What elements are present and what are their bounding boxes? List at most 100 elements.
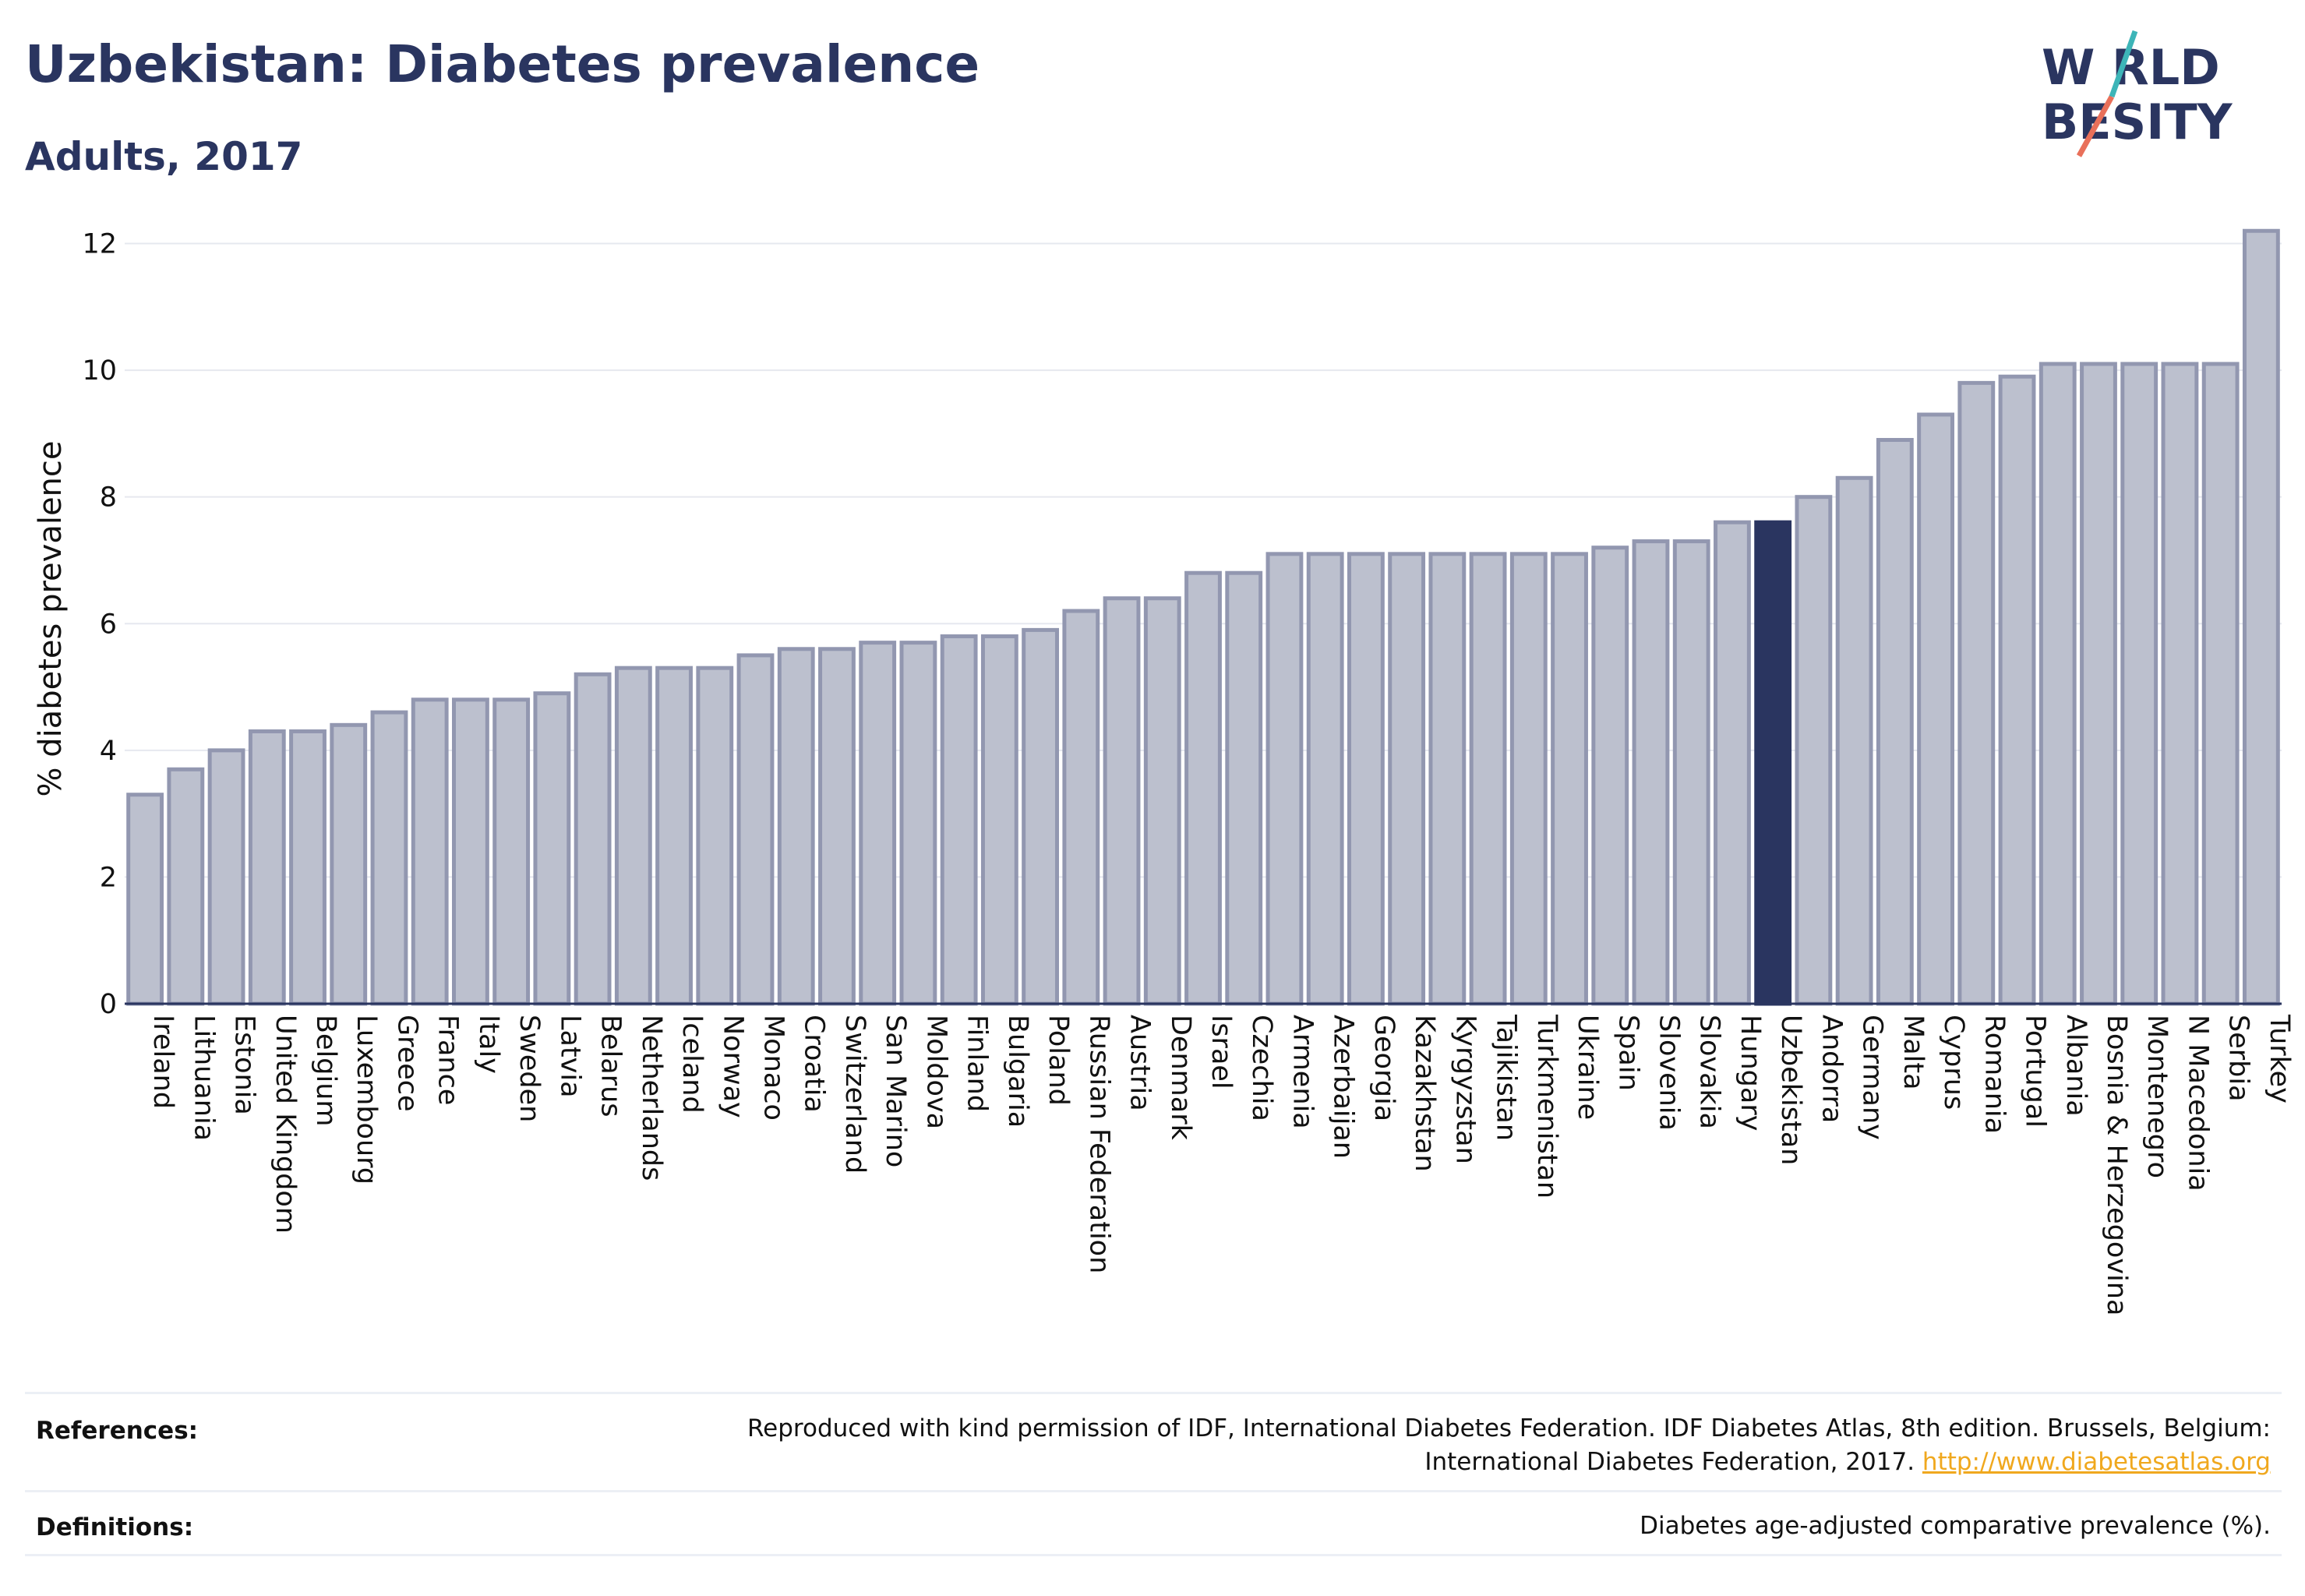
- x-tick-label: Kyrgyzstan: [1449, 1015, 1481, 1164]
- y-tick-label: 2: [100, 862, 117, 893]
- bar-albania: [2038, 362, 2077, 1006]
- x-tick-label: Malta: [1897, 1015, 1929, 1090]
- bar-kazakhstan: [1388, 552, 1426, 1006]
- x-tick-label: Moldova: [920, 1015, 951, 1129]
- bar-france: [411, 697, 449, 1006]
- bar-ukraine: [1551, 552, 1588, 1006]
- bar-georgia: [1347, 552, 1385, 1006]
- bar-poland: [1022, 627, 1060, 1006]
- x-tick-label: Austria: [1124, 1015, 1156, 1111]
- bar-bulgaria: [980, 634, 1018, 1006]
- bar-russian-federation: [1062, 609, 1100, 1006]
- bar-azerbaijan: [1306, 552, 1344, 1006]
- x-tick-label: Poland: [1043, 1015, 1074, 1106]
- x-tick-label: Norway: [717, 1015, 748, 1118]
- y-tick-label: 6: [100, 609, 117, 640]
- bar-norway: [696, 666, 734, 1006]
- x-tick-label: Netherlands: [636, 1015, 667, 1181]
- references-line-2-text: International Diabetes Federation, 2017.: [1424, 1448, 1915, 1476]
- x-tick-label: Sweden: [514, 1015, 545, 1122]
- definitions-text: Diabetes age-adjusted comparative preval…: [1640, 1512, 2271, 1540]
- x-tick-label: Switzerland: [839, 1015, 870, 1174]
- references-link[interactable]: http://www.diabetesatlas.org: [1922, 1448, 2271, 1476]
- x-tick-label: Estonia: [229, 1015, 260, 1115]
- x-tick-label: Cyprus: [1938, 1015, 1969, 1110]
- bar-hungary: [1714, 520, 1751, 1006]
- bar-united-kingdom: [248, 729, 286, 1006]
- bar-chart: 0 2 4 6 8 10 12 % diabetes prevalence Ireland Lit…: [33, 228, 2295, 1316]
- bar-sweden: [492, 697, 531, 1006]
- bar-luxembourg: [330, 722, 368, 1006]
- logo-slash-coral: [2076, 95, 2115, 157]
- bar-monaco: [736, 653, 775, 1006]
- x-tick-label: Kazakhstan: [1409, 1015, 1440, 1172]
- y-tick-label: 8: [100, 482, 117, 514]
- x-tick-label: Montenegro: [2141, 1015, 2173, 1178]
- x-tick-label: Monaco: [758, 1015, 789, 1121]
- x-tick-label: Bosnia & Herzegovina: [2101, 1015, 2132, 1315]
- bar-slovakia: [1672, 539, 1710, 1006]
- x-tick-label: Croatia: [799, 1015, 830, 1113]
- references-line-1: Reproduced with kind permission of IDF, …: [747, 1414, 2271, 1442]
- bar-latvia: [533, 691, 571, 1006]
- x-tick-label: France: [432, 1015, 464, 1105]
- x-tick-label: Turkey: [2264, 1014, 2295, 1103]
- bar-turkey: [2242, 228, 2280, 1006]
- bar-finland: [940, 634, 978, 1006]
- bar-czechia: [1225, 570, 1263, 1006]
- x-tick-label: Greece: [391, 1015, 422, 1112]
- x-tick-label: N Macedonia: [2182, 1015, 2213, 1192]
- bar-belgium: [289, 729, 327, 1006]
- x-tick-label: Hungary: [1735, 1015, 1766, 1131]
- bar-malta: [1876, 438, 1914, 1006]
- bar-portugal: [1998, 374, 2036, 1006]
- references-label: References:: [36, 1417, 199, 1445]
- x-tick-label: Belgium: [310, 1015, 341, 1127]
- bar-andorra: [1795, 495, 1833, 1006]
- bar-switzerland: [818, 647, 856, 1006]
- logo-line-2: BESITY: [2042, 94, 2233, 150]
- x-tick-label: Azerbaijan: [1328, 1015, 1359, 1159]
- logo-slash-teal: [2109, 30, 2138, 98]
- y-axis-title: % diabetes prevalence: [33, 440, 69, 796]
- x-tick-label: Armenia: [1287, 1015, 1318, 1129]
- bar-belarus: [574, 672, 612, 1006]
- bar-slovenia: [1632, 539, 1670, 1006]
- footer-divider-top: [25, 1392, 2282, 1394]
- x-tick-label: United Kingdom: [270, 1015, 301, 1234]
- footer-divider-mid: [25, 1490, 2282, 1492]
- x-tick-label: Bulgaria: [1002, 1015, 1033, 1128]
- x-tick-label: Portugal: [2020, 1015, 2051, 1128]
- x-tick-label: Lithuania: [188, 1015, 219, 1141]
- bar-serbia: [2201, 362, 2240, 1006]
- bar-italy: [452, 697, 489, 1006]
- x-tick-label: Albania: [2060, 1015, 2091, 1117]
- chart-title: Uzbekistan: Diabetes prevalence: [25, 34, 980, 94]
- x-tick-label: Denmark: [1165, 1015, 1196, 1141]
- bar-moldova: [899, 641, 937, 1006]
- bar-greece: [370, 710, 408, 1006]
- bar-estonia: [207, 748, 245, 1006]
- bar-cyprus: [1917, 412, 1954, 1006]
- bar-lithuania: [167, 767, 205, 1006]
- references-text: Reproduced with kind permission of IDF, …: [747, 1412, 2271, 1479]
- x-tick-label: Slovakia: [1694, 1015, 1725, 1129]
- x-tick-label: Andorra: [1816, 1015, 1847, 1123]
- bar-turkmenistan: [1509, 552, 1548, 1006]
- y-tick-label: 12: [82, 229, 117, 260]
- x-tick-label: Serbia: [2223, 1015, 2254, 1102]
- bar-iceland: [655, 666, 693, 1006]
- bar-spain: [1591, 546, 1629, 1006]
- chart-subtitle: Adults, 2017: [25, 134, 303, 179]
- bar-n-macedonia: [2161, 362, 2199, 1006]
- x-tick-label: Italy: [473, 1015, 504, 1074]
- references-line-2: International Diabetes Federation, 2017.…: [747, 1446, 2271, 1479]
- bar-romania: [1957, 380, 1996, 1006]
- x-tick-label: Turkmenistan: [1531, 1014, 1562, 1199]
- x-tick-label: Romania: [1978, 1015, 2010, 1134]
- y-tick-label: 10: [82, 355, 117, 387]
- bar-tajikistan: [1469, 552, 1507, 1006]
- bar-montenegro: [2120, 362, 2159, 1006]
- bar-bosnia-herzegovina: [2080, 362, 2117, 1006]
- x-tick-label: Czechia: [1246, 1015, 1277, 1121]
